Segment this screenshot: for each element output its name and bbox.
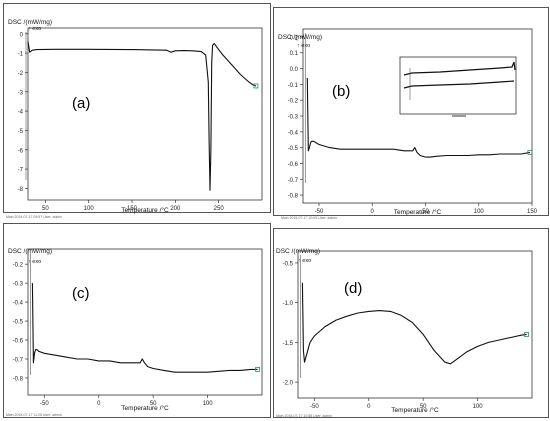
x-tick-label-d: -50 <box>310 404 319 410</box>
y-tick-label-a: -5 <box>18 129 24 135</box>
y-tick-label-b: -0.8 <box>288 194 299 200</box>
exo-label-c: ↑ exo <box>28 259 41 265</box>
y-tick-label-b: 0.0 <box>290 67 299 73</box>
y-axis-label-a: DSC /(mW/mg) <box>8 19 52 26</box>
x-axis-label-b: Temperature /°C <box>394 208 442 216</box>
plot-frame-b <box>302 28 533 204</box>
x-tick-label-c: -50 <box>40 401 49 407</box>
y-tick-label-b: -0.3 <box>288 115 299 121</box>
end-marker-a <box>253 83 259 89</box>
y-tick-label-d: -1.5 <box>283 341 294 347</box>
x-axis-label-c: Temperature /°C <box>121 404 169 412</box>
y-tick-label-a: -7 <box>18 168 24 174</box>
y-tick-label-c: -0.3 <box>13 282 24 288</box>
panel-label-b: (b) <box>332 83 350 100</box>
x-axis-label-d: Temperature /°C <box>391 406 439 414</box>
x-tick-label-c: 0 <box>97 401 101 407</box>
end-marker-b <box>527 149 533 155</box>
y-tick-label-b: 0.1 <box>290 51 299 57</box>
x-tick-label-a: 150 <box>127 206 138 212</box>
x-tick-label-a: 250 <box>214 206 225 212</box>
y-tick-label-b: -0.2 <box>288 99 299 105</box>
exo-label-b: ↑ exo <box>297 43 310 49</box>
panel-a <box>3 3 271 213</box>
y-tick-label-b: -0.4 <box>288 130 299 136</box>
inset-plot-b <box>399 56 517 117</box>
plot-frame-a <box>27 27 263 201</box>
y-tick-label-a: 0 <box>20 32 24 38</box>
dsc-curve-d <box>301 282 527 365</box>
x-tick-label-d: 0 <box>367 404 371 410</box>
y-tick-label-a: -2 <box>18 71 24 77</box>
y-tick-label-b: -0.1 <box>288 83 299 89</box>
y-tick-label-a: -8 <box>18 187 24 193</box>
y-tick-label-c: -0.4 <box>13 301 24 307</box>
x-tick-label-b: -50 <box>315 209 324 215</box>
y-tick-label-a: -3 <box>18 90 24 96</box>
footer-text-b: Main 2015-07-17 10:05 User: admin <box>281 216 337 220</box>
end-marker-c <box>255 367 261 372</box>
x-tick-label-d: 50 <box>420 404 427 410</box>
y-tick-label-a: -1 <box>18 52 24 58</box>
x-axis-label-a: Temperature /°C <box>121 206 169 214</box>
plot-frame-d <box>297 250 533 399</box>
dsc-curve-c <box>31 283 258 373</box>
end-marker-d <box>524 332 529 337</box>
x-tick-label-b: 100 <box>474 209 485 215</box>
panel-label-c: (c) <box>72 285 90 302</box>
dsc-curve-a <box>27 41 257 191</box>
y-tick-label-c: -0.7 <box>13 357 24 363</box>
y-tick-label-c: -0.8 <box>13 376 24 382</box>
x-tick-label-b: 0 <box>371 209 375 215</box>
y-tick-label-c: -0.2 <box>13 263 24 269</box>
footer-text-c: Main 2015-07-17 11:25 User: admin <box>6 413 62 417</box>
x-tick-label-a: 100 <box>84 206 95 212</box>
y-axis-label-d: DSC /(mW/mg) <box>276 248 320 255</box>
exo-label-d: ↑ exo <box>298 258 311 264</box>
x-tick-label-c: 50 <box>150 401 157 407</box>
y-axis-label-b: DSC /(mW/mg) <box>278 34 322 41</box>
panel-label-d: (d) <box>344 280 362 297</box>
y-tick-label-c: -0.6 <box>13 339 24 345</box>
inset-curve-upper <box>403 61 516 76</box>
y-axis-label-c: DSC /(mW/mg) <box>8 248 52 255</box>
y-tick-label-b: 0.2 <box>290 35 299 41</box>
inset-curve-lower <box>403 80 515 89</box>
x-tick-label-a: 50 <box>42 206 49 212</box>
exo-label-a: ↑ exo <box>28 26 41 32</box>
x-tick-label-d: 100 <box>473 404 484 410</box>
x-tick-label-b: 50 <box>422 209 429 215</box>
x-tick-label-b: 150 <box>527 209 538 215</box>
footer-text-a: Main 2015-07-17 09:57 User: admin <box>6 215 62 219</box>
y-tick-label-d: -1.0 <box>283 301 294 307</box>
x-tick-label-a: 200 <box>170 206 181 212</box>
x-tick-label-c: 100 <box>203 401 214 407</box>
panel-c <box>3 223 271 418</box>
y-tick-label-d: -0.5 <box>283 261 294 267</box>
footer-text-d: Main 2015-07-17 10:58 User: admin <box>276 414 332 418</box>
panel-label-a: (a) <box>72 95 90 112</box>
plot-frame-c <box>27 248 263 396</box>
y-tick-label-b: -0.6 <box>288 162 299 168</box>
y-tick-label-a: -6 <box>18 148 24 154</box>
y-tick-label-a: -4 <box>18 110 24 116</box>
y-tick-label-c: -0.5 <box>13 320 24 326</box>
y-tick-label-b: -0.5 <box>288 146 299 152</box>
y-tick-label-d: -2.0 <box>283 381 294 387</box>
panel-d <box>273 228 549 418</box>
y-tick-label-b: -0.7 <box>288 178 299 184</box>
dsc-curve-b <box>306 77 531 158</box>
